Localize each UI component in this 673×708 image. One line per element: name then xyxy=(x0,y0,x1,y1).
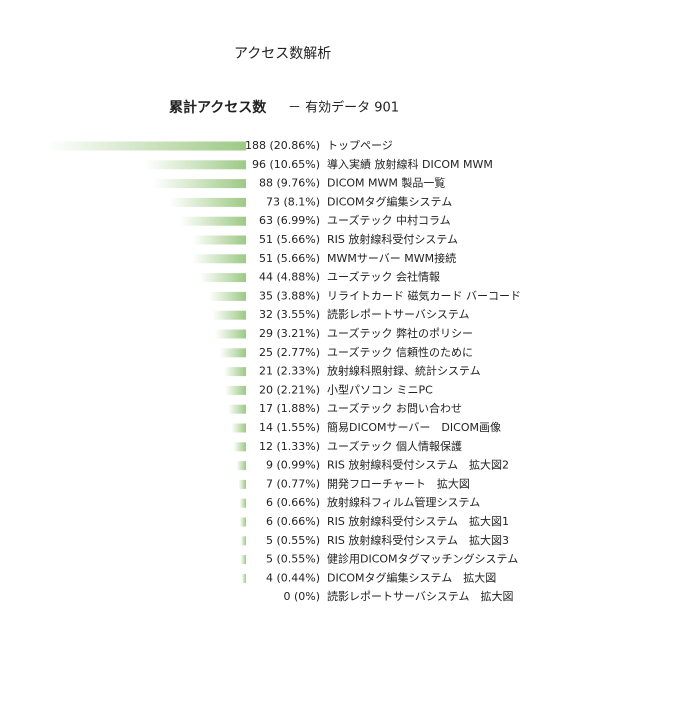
bar xyxy=(239,517,246,527)
bar xyxy=(192,254,246,264)
category-label: RIS 放射線科受付システム xyxy=(327,232,458,246)
category-label: ユーズテック 中村コラム xyxy=(327,213,451,227)
chart-subtitle: 累計アクセス数 xyxy=(169,99,267,116)
value-label: 25 (2.77%) xyxy=(259,346,320,359)
value-label: 7 (0.77%) xyxy=(266,477,320,490)
value-label: 73 (8.1%) xyxy=(266,195,320,208)
category-label: ユーズテック 弊社のポリシー xyxy=(327,326,473,340)
value-label: 29 (3.21%) xyxy=(259,327,320,340)
value-label: 96 (10.65%) xyxy=(252,158,320,171)
value-label: 51 (5.66%) xyxy=(259,252,320,265)
bar xyxy=(228,404,246,414)
bar xyxy=(48,141,246,151)
category-label: 導入実績 放射線科 DICOM MWM xyxy=(327,157,493,171)
bar xyxy=(233,442,246,452)
value-label: 20 (2.21%) xyxy=(259,383,320,396)
value-label: 44 (4.88%) xyxy=(259,271,320,284)
value-label: 5 (0.55%) xyxy=(266,534,320,547)
bar xyxy=(199,273,246,283)
category-label: ユーズテック 会社情報 xyxy=(327,270,440,284)
category-label: DICOM MWM 製品一覧 xyxy=(327,176,445,190)
value-label: 51 (5.66%) xyxy=(259,233,320,246)
bar xyxy=(144,160,246,170)
category-label: DICOMタグ編集システム xyxy=(327,194,452,208)
bar xyxy=(169,197,246,207)
category-label: 読影レポートサーバシステム 拡大図 xyxy=(327,589,514,603)
category-label: 小型パソコン ミニPC xyxy=(327,382,433,396)
bar xyxy=(240,555,246,565)
value-label: 63 (6.99%) xyxy=(259,214,320,227)
category-label: MWMサーバー MWM接続 xyxy=(327,251,456,265)
bar xyxy=(241,573,246,583)
category-label: 健診用DICOMタグマッチングシステム xyxy=(327,552,518,566)
value-label: 32 (3.55%) xyxy=(259,308,320,321)
value-label: 12 (1.33%) xyxy=(259,440,320,453)
category-label: トップページ xyxy=(327,139,393,152)
category-label: 放射線科照射録、統計システム xyxy=(327,364,481,378)
value-label: 0 (0%) xyxy=(283,590,320,603)
chart-note: － 有効データ 901 xyxy=(288,100,399,116)
bar xyxy=(239,498,246,508)
value-label: 21 (2.33%) xyxy=(259,365,320,378)
value-label: 6 (0.66%) xyxy=(266,515,320,528)
bar xyxy=(219,348,246,358)
value-label: 17 (1.88%) xyxy=(259,402,320,415)
category-label: RIS 放射線科受付システム 拡大図3 xyxy=(327,533,509,547)
value-label: 4 (0.44%) xyxy=(266,571,320,584)
value-label: 5 (0.55%) xyxy=(266,553,320,566)
bar xyxy=(192,235,246,245)
value-label: 9 (0.99%) xyxy=(266,459,320,472)
category-label: ユーズテック 個人情報保護 xyxy=(327,439,462,453)
bar xyxy=(236,461,246,471)
category-label: 読影レポートサーバシステム xyxy=(327,307,470,321)
category-label: 開発フローチャート 拡大図 xyxy=(327,476,470,490)
value-label: 188 (20.86%) xyxy=(245,139,320,152)
bar xyxy=(215,329,246,339)
bar xyxy=(179,216,246,226)
bar xyxy=(240,536,246,546)
value-label: 35 (3.88%) xyxy=(259,289,320,302)
bar xyxy=(231,423,246,433)
bar xyxy=(209,291,246,301)
bar xyxy=(238,479,246,489)
bar xyxy=(212,310,246,320)
category-label: ユーズテック 信頼性のために xyxy=(327,345,473,359)
category-label: 簡易DICOMサーバー DICOM画像 xyxy=(327,420,501,434)
bar xyxy=(153,179,246,189)
category-label: 放射線科フィルム管理システム xyxy=(327,495,480,509)
bar xyxy=(224,385,246,395)
category-label: RIS 放射線科受付システム 拡大図2 xyxy=(327,458,509,472)
bar xyxy=(223,367,246,377)
value-label: 88 (9.76%) xyxy=(259,177,320,190)
value-label: 14 (1.55%) xyxy=(259,421,320,434)
category-label: RIS 放射線科受付システム 拡大図1 xyxy=(327,514,509,528)
category-label: ユーズテック お問い合わせ xyxy=(327,401,462,415)
chart-title: アクセス数解析 xyxy=(234,46,331,62)
category-label: DICOMタグ編集システム 拡大図 xyxy=(327,570,496,584)
category-label: リライトカード 磁気カード バーコード xyxy=(327,288,521,302)
value-label: 6 (0.66%) xyxy=(266,496,320,509)
